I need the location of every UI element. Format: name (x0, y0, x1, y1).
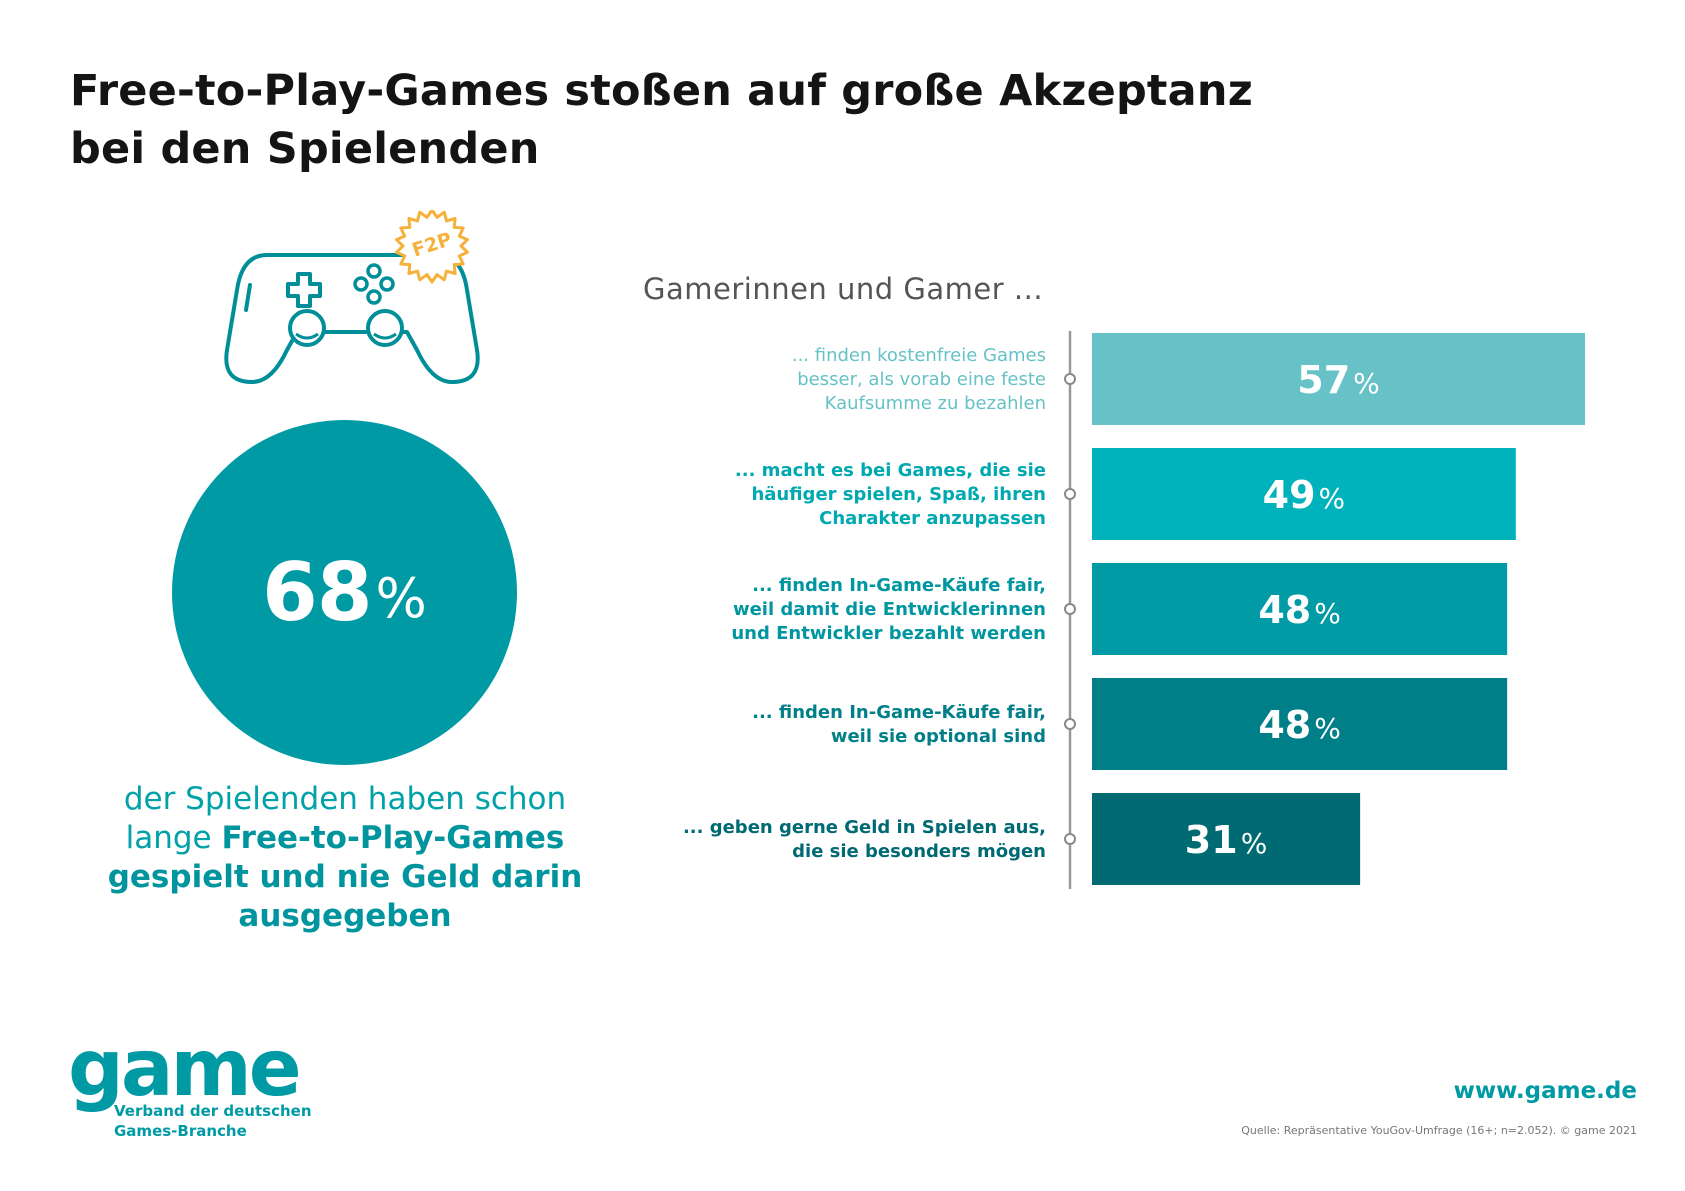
bar-chart: 57% ... finden kostenfreie Games besser, a… (683, 331, 1585, 889)
bar (1092, 678, 1508, 770)
category-label: ... geben gerne Geld in Spielen aus, (683, 817, 1046, 838)
bar (1092, 793, 1361, 885)
caption-plain: der Spielenden haben schon lange (123, 781, 567, 856)
title-line-2: bei den Spielenden (70, 124, 540, 174)
chart-title: Gamerinnen und Gamer ... (643, 272, 1044, 306)
game-logo: game (68, 1024, 302, 1114)
category-label: die sie besonders mögen (792, 841, 1046, 862)
category-label: ... finden In-Game-Käufe fair, (752, 575, 1046, 596)
title-line-1: Free-to-Play-Games stoßen auf große Akze… (70, 66, 1253, 116)
axis-marker (1064, 718, 1076, 730)
category-label: besser, als vorab eine feste (797, 369, 1046, 390)
category-label: weil sie optional sind (831, 726, 1046, 747)
category-label: ... finden kostenfreie Games (792, 345, 1046, 366)
bar-value-label: 31% (1185, 818, 1268, 862)
page-title: Free-to-Play-Games stoßen auf große Akze… (70, 62, 1370, 178)
category-label: und Entwickler bezahlt werden (731, 623, 1046, 644)
category-label: Charakter anzupassen (819, 508, 1046, 529)
highlight-caption: der Spielenden haben schon lange Free-to… (100, 780, 590, 936)
logo-subtitle-line-2: Games-Branche (114, 1122, 247, 1140)
f2p-badge: F2P (395, 210, 469, 284)
bar-value-label: 48% (1258, 703, 1341, 747)
axis-marker (1064, 373, 1076, 385)
logo-subtitle-line-1: Verband der deutschen (114, 1102, 312, 1120)
bar-value-label: 49% (1263, 473, 1346, 517)
category-label: häufiger spielen, Spaß, ihren (751, 484, 1046, 505)
caption-bold: Free-to-Play-Games gespielt und nie Geld… (107, 820, 583, 934)
axis-marker (1064, 488, 1076, 500)
source-note: Quelle: Repräsentative YouGov-Umfrage (1… (1241, 1124, 1637, 1137)
bar (1092, 563, 1508, 655)
axis-marker (1064, 603, 1076, 615)
category-label: ... finden In-Game-Käufe fair, (752, 702, 1046, 723)
gamepad-icon: F2P (224, 210, 480, 384)
bar-value-label: 57% (1297, 358, 1380, 402)
bar-value-label: 48% (1258, 588, 1341, 632)
category-label: Kaufsumme zu bezahlen (825, 393, 1046, 414)
highlight-value: 68 (262, 546, 372, 639)
category-label: ... macht es bei Games, die sie (735, 460, 1046, 481)
category-label: weil damit die Entwicklerinnen (733, 599, 1046, 620)
bar (1092, 448, 1516, 540)
bar (1092, 333, 1585, 425)
logo-subtitle: Verband der deutschen Games-Branche (114, 1101, 312, 1141)
highlight-circle: 68% (172, 420, 517, 765)
highlight-unit: % (375, 567, 427, 630)
axis-marker (1064, 833, 1076, 845)
website-link[interactable]: www.game.de (1453, 1078, 1637, 1104)
